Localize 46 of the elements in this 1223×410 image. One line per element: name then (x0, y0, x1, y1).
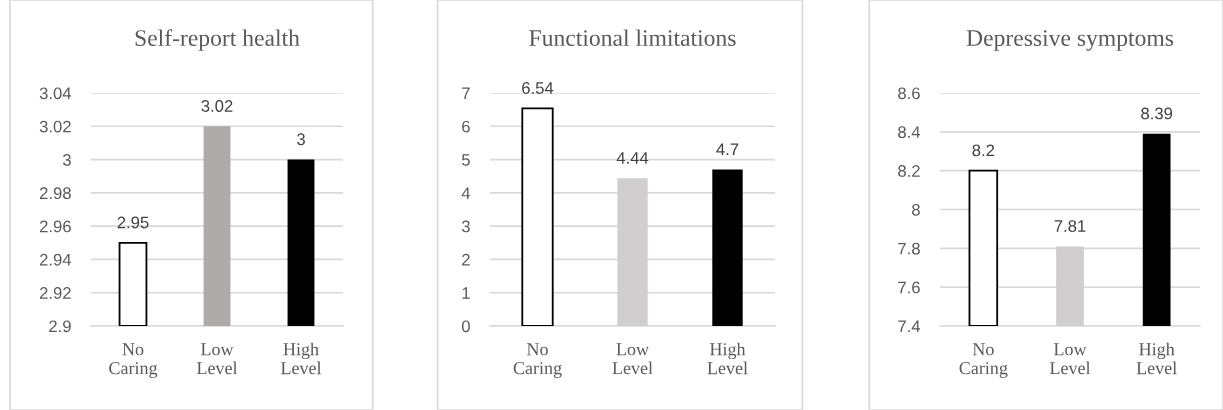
chart-title: Depressive symptoms (966, 30, 1174, 51)
x-tick-label: No Caring (513, 343, 562, 378)
y-tick-label: 8.6 (898, 87, 920, 100)
data-label: 8.2 (972, 144, 995, 157)
bar (712, 169, 743, 326)
x-tick-label: Low Level (1049, 343, 1091, 375)
data-label: 3 (297, 133, 305, 146)
data-label: 4.44 (616, 152, 649, 164)
y-tick-label: 7.6 (898, 281, 920, 294)
x-tick-label: No Caring (109, 343, 158, 378)
y-tick-label: 8.2 (898, 165, 920, 177)
data-label: 2.95 (117, 216, 149, 229)
y-tick-label: 8 (912, 203, 920, 216)
y-tick-label: 3.02 (39, 120, 71, 133)
x-tick-label: No Caring (959, 343, 1008, 378)
x-tick-label: Low Level (612, 343, 653, 375)
data-label: 3.02 (201, 100, 233, 112)
y-tick-label: 8.4 (898, 126, 921, 139)
data-label: 4.7 (716, 143, 739, 155)
y-tick-label: 2 (462, 253, 470, 266)
y-tick-label: 7.8 (898, 242, 920, 255)
y-tick-label: 4 (461, 187, 471, 199)
y-tick-label: 2.9 (49, 320, 71, 333)
x-tick-label: High Level (707, 342, 748, 375)
y-tick-label: 3.04 (39, 87, 72, 100)
chart-title: Self-report health (135, 29, 300, 51)
x-tick-label: High Level (280, 342, 322, 375)
bar (521, 107, 554, 326)
data-label: 6.54 (522, 82, 554, 94)
data-label: 7.81 (1054, 220, 1086, 232)
x-tick-label: Low Level (196, 343, 238, 375)
data-label: 8.39 (1141, 107, 1173, 120)
y-tick-label: 0 (461, 320, 470, 333)
y-tick-label: 3 (461, 220, 470, 233)
y-tick-label: 2.96 (39, 220, 71, 233)
y-tick-label: 5 (461, 154, 470, 166)
y-tick-label: 2.92 (39, 287, 71, 299)
y-tick-label: 7 (462, 87, 470, 100)
y-tick-label: 7.4 (898, 320, 921, 333)
chart-title: Functional limitations (529, 29, 736, 47)
y-tick-label: 2.94 (39, 253, 72, 266)
y-tick-label: 2.98 (39, 187, 71, 200)
y-tick-label: 3 (62, 153, 71, 166)
y-tick-label: 1 (462, 287, 470, 299)
y-tick-label: 6 (462, 120, 470, 133)
x-tick-label: High Level (1136, 342, 1177, 375)
